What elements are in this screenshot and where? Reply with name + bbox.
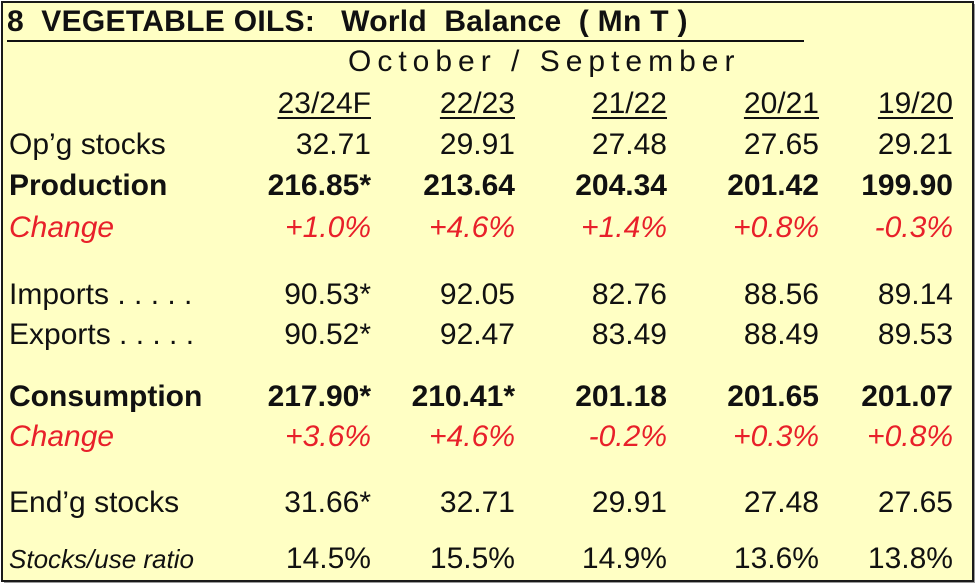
table-cell: 29.91 — [439, 128, 515, 161]
table-cell: 88.49 — [743, 318, 819, 351]
table-cell: +0.8% — [733, 211, 819, 244]
table-cell: +1.4% — [581, 211, 667, 244]
row-label-consumption-change: Change — [9, 420, 115, 453]
row-label-production-change: Change — [9, 211, 115, 244]
table-cell: 27.48 — [591, 128, 667, 161]
row-label-ending-stocks: End’g stocks — [9, 486, 180, 519]
table-cell: 27.48 — [743, 486, 819, 519]
row-label-stocks-use-ratio: Stocks/use ratio — [9, 544, 194, 574]
table-cell: 213.64 — [423, 169, 515, 202]
table-cell: 88.56 — [743, 278, 819, 311]
table-cell: 201.07 — [861, 380, 953, 413]
table-cell: 210.41* — [411, 380, 515, 413]
table-cell: 92.47 — [439, 318, 515, 351]
column-header: 23/24F — [277, 87, 371, 120]
table-cell: 83.49 — [591, 318, 667, 351]
table-cell: 201.18 — [575, 380, 667, 413]
table-cell: +3.6% — [285, 420, 371, 453]
table-cell: 89.53 — [877, 318, 953, 351]
table-cell: -0.2% — [588, 420, 667, 453]
table-cell: 14.9% — [581, 542, 667, 575]
table-cell: 14.5% — [285, 542, 371, 575]
table-cell: 29.21 — [877, 128, 953, 161]
period-heading: October / September — [348, 45, 741, 78]
row-label-opening-stocks: Op’g stocks — [9, 128, 166, 161]
row-label-production: Production — [9, 169, 168, 202]
table-cell: 89.14 — [877, 278, 953, 311]
table-cell: 27.65 — [743, 128, 819, 161]
table-cell: 216.85* — [267, 169, 371, 202]
table-cell: 204.34 — [575, 169, 667, 202]
table-title: 8 VEGETABLE OILS: World Balance ( Mn T ) — [7, 5, 688, 38]
table-cell: 201.65 — [727, 380, 819, 413]
table-cell: 82.76 — [591, 278, 667, 311]
table-cell: 90.52* — [284, 318, 371, 351]
table-cell: +4.6% — [429, 211, 515, 244]
table-cell: +4.6% — [429, 420, 515, 453]
title-underline — [7, 40, 804, 42]
table-cell: 15.5% — [429, 542, 515, 575]
table-cell: 90.53* — [284, 278, 371, 311]
table-cell: 201.42 — [727, 169, 819, 202]
row-label-exports: Exports . . . . . — [9, 318, 195, 351]
column-header: 22/23 — [439, 87, 515, 120]
table-cell: -0.3% — [874, 211, 953, 244]
table-cell: +1.0% — [285, 211, 371, 244]
table-cell: +0.8% — [867, 420, 953, 453]
table-cell: 13.6% — [733, 542, 819, 575]
column-header: 20/21 — [743, 87, 819, 120]
table-cell: 13.8% — [867, 542, 953, 575]
table-cell: +0.3% — [733, 420, 819, 453]
table-cell: 32.71 — [295, 128, 371, 161]
column-header: 19/20 — [877, 87, 953, 120]
table-cell: 31.66* — [284, 486, 371, 519]
table-cell: 92.05 — [439, 278, 515, 311]
table-cell: 32.71 — [439, 486, 515, 519]
table-cell: 199.90 — [861, 169, 953, 202]
table-cell: 27.65 — [877, 486, 953, 519]
row-label-imports: Imports . . . . . — [9, 278, 193, 311]
table-cell: 29.91 — [591, 486, 667, 519]
row-label-consumption: Consumption — [9, 380, 203, 413]
column-header: 21/22 — [591, 87, 667, 120]
table-cell: 217.90* — [267, 380, 371, 413]
